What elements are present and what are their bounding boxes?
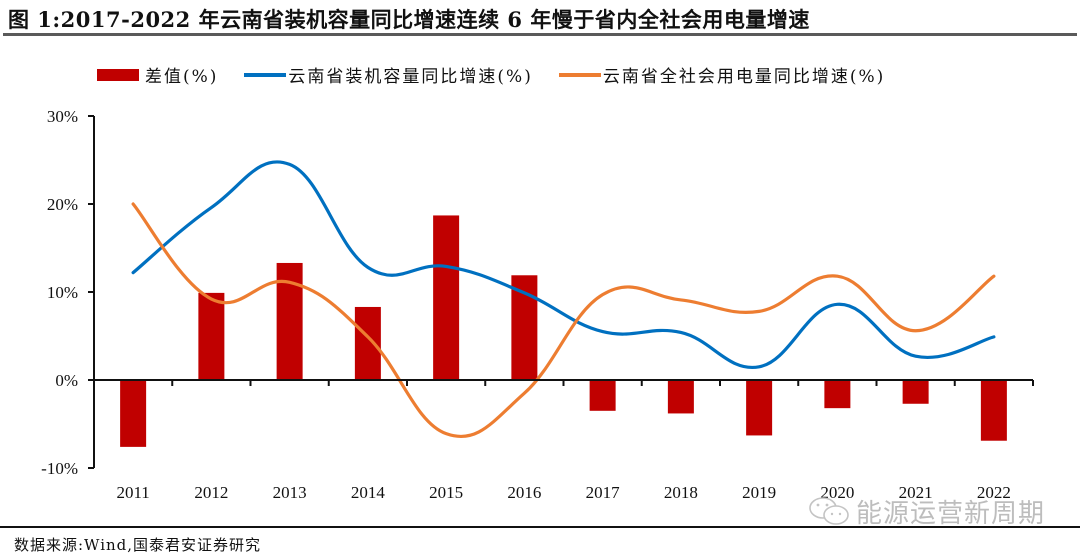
x-tick-label: 2020 xyxy=(820,483,854,502)
y-tick-label: 30% xyxy=(47,107,78,126)
bar-2022 xyxy=(980,380,1007,441)
legend-label: 云南省装机容量同比增速(%) xyxy=(288,67,533,87)
x-tick-label: 2022 xyxy=(977,483,1011,502)
x-tick-label: 2016 xyxy=(507,483,541,502)
footer-divider xyxy=(0,526,1080,528)
y-tick-label: -10% xyxy=(41,459,78,478)
legend-swatch-line xyxy=(244,72,287,77)
bar-2016 xyxy=(511,275,538,380)
legend-label: 差值(%) xyxy=(145,67,219,87)
bar-2015 xyxy=(433,215,460,380)
watermark: 能源运营新周期 xyxy=(808,493,1045,530)
legend-item-capacity: 云南省装机容量同比增速(%) xyxy=(244,62,532,87)
bar-2021 xyxy=(902,380,929,404)
x-tick-label: 2019 xyxy=(742,483,776,502)
legend-swatch-bar xyxy=(97,68,139,81)
legend-label: 云南省全社会用电量同比增速(%) xyxy=(602,67,886,87)
legend-item-consumption: 云南省全社会用电量同比增速(%) xyxy=(558,62,886,87)
x-tick-label: 2018 xyxy=(664,483,698,502)
y-tick-label: 0% xyxy=(55,371,78,390)
capacity-growth-line xyxy=(131,160,996,370)
x-tick-label: 2017 xyxy=(586,483,621,502)
consumption-growth-line xyxy=(131,202,996,439)
watermark-text: 能源运营新周期 xyxy=(856,499,1046,529)
x-tick-label: 2012 xyxy=(194,483,228,502)
x-tick-label: 2013 xyxy=(273,483,307,502)
y-tick-label: 20% xyxy=(47,195,78,214)
x-tick-label: 2015 xyxy=(429,483,463,502)
bar-2012 xyxy=(198,292,225,380)
bar-2017 xyxy=(589,380,616,411)
chart-title: 图 1:2017-2022 年云南省装机容量同比增速连续 6 年慢于省内全社会用… xyxy=(8,7,810,32)
legend-item-difference: 差值(%) xyxy=(97,62,218,87)
wechat-icon xyxy=(809,496,849,525)
x-tick-label: 2011 xyxy=(116,483,149,502)
bar-2020 xyxy=(824,380,851,409)
y-tick-label: 10% xyxy=(47,283,78,302)
bar-2019 xyxy=(746,380,773,436)
data-source: 数据来源:Wind,国泰君安证券研究 xyxy=(14,536,262,554)
legend-swatch-line xyxy=(558,72,601,77)
title-divider xyxy=(3,33,1077,36)
legend: 差值(%) 云南省装机容量同比增速(%) 云南省全社会用电量同比增速(%) xyxy=(97,62,911,87)
bar-2011 xyxy=(120,380,147,447)
bar-2018 xyxy=(667,380,694,414)
bar-2014 xyxy=(354,306,381,380)
x-tick-label: 2014 xyxy=(351,483,386,502)
x-tick-label: 2021 xyxy=(899,483,933,502)
